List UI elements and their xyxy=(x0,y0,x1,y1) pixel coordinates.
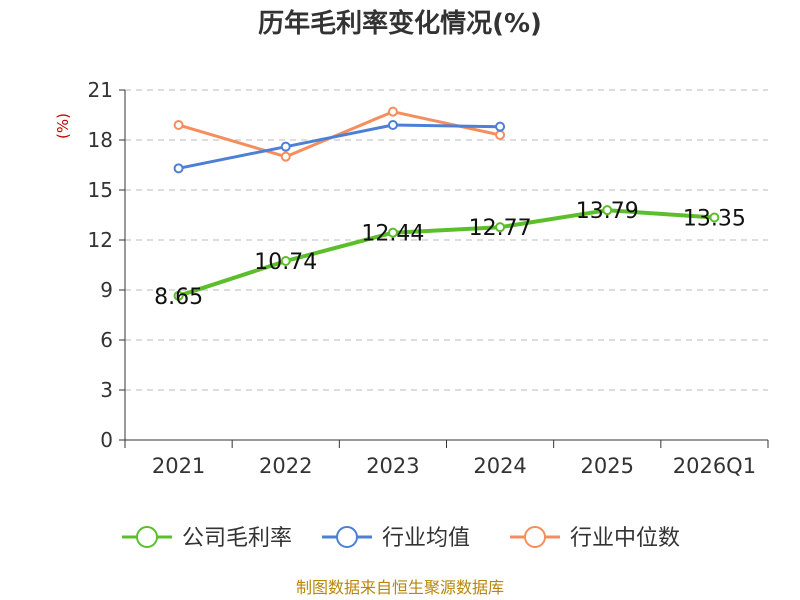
y-tick-label-21: 21 xyxy=(88,78,113,102)
x-tick-label-2024: 2024 xyxy=(473,454,526,478)
data-label-2022: 10.74 xyxy=(254,250,317,275)
data-labels: 8.65 10.74 12.44 12.77 13.79 13.35 xyxy=(154,199,746,310)
x-tick-label-2022: 2022 xyxy=(259,454,312,478)
axes: 0 3 6 9 12 15 18 21 2021 2022 2023 2024 2025 2026Q1 xyxy=(88,78,769,478)
point-s2-2022 xyxy=(280,151,291,162)
y-tick-label-15: 15 xyxy=(88,178,113,202)
data-label-2026Q1: 13.35 xyxy=(683,207,746,232)
data-label-2021: 8.65 xyxy=(154,285,203,310)
point-s1-2021 xyxy=(173,163,184,174)
point-s1-2022 xyxy=(280,141,291,152)
chart-title: 历年毛利率变化情况(%) xyxy=(258,8,542,39)
y-tick-label-0: 0 xyxy=(100,428,113,452)
point-s0-2026Q1 xyxy=(709,212,720,223)
source-note: 制图数据来自恒生聚源数据库 xyxy=(296,578,504,597)
y-tick-label-6: 6 xyxy=(100,328,113,352)
x-tick-label-2023: 2023 xyxy=(366,454,419,478)
legend-label-0: 公司毛利率 xyxy=(182,526,292,551)
data-label-2023: 12.44 xyxy=(361,222,424,247)
data-label-2024: 12.77 xyxy=(469,216,532,241)
series-line-0 xyxy=(177,208,715,298)
y-tick-label-12: 12 xyxy=(88,228,113,252)
point-s2-2024 xyxy=(495,130,506,140)
x-tick-label-2026Q1: 2026Q1 xyxy=(673,454,756,478)
point-s1-2023 xyxy=(387,120,398,130)
y-tick-label-3: 3 xyxy=(100,378,113,402)
legend: 公司毛利率 行业均值 行业中位数 xyxy=(122,526,680,551)
series-line-1 xyxy=(178,123,501,170)
legend-marker-0 xyxy=(136,526,158,548)
point-s0-2021 xyxy=(173,290,184,301)
grid-lines xyxy=(125,89,768,391)
point-s0-2025 xyxy=(602,205,613,216)
point-s0-2022 xyxy=(280,256,291,266)
point-s1-2024 xyxy=(495,121,506,132)
legend-marker-1 xyxy=(336,526,358,548)
data-label-2025: 13.79 xyxy=(576,199,639,224)
x-tick-label-2021: 2021 xyxy=(152,454,205,478)
point-s2-2023 xyxy=(387,106,398,117)
point-s0-2023 xyxy=(387,227,398,238)
legend-label-1: 行业均值 xyxy=(382,526,470,551)
y-tick-label-9: 9 xyxy=(100,278,113,302)
series xyxy=(173,106,720,301)
legend-label-2: 行业中位数 xyxy=(570,526,680,551)
y-tick-label-18: 18 xyxy=(88,128,113,152)
series-line-2 xyxy=(178,110,501,159)
x-tick-label-2025: 2025 xyxy=(581,454,634,478)
y-axis-unit: (%) xyxy=(54,113,72,139)
point-s2-2021 xyxy=(173,120,184,130)
legend-marker-2 xyxy=(524,526,546,548)
point-s0-2024 xyxy=(495,222,506,233)
